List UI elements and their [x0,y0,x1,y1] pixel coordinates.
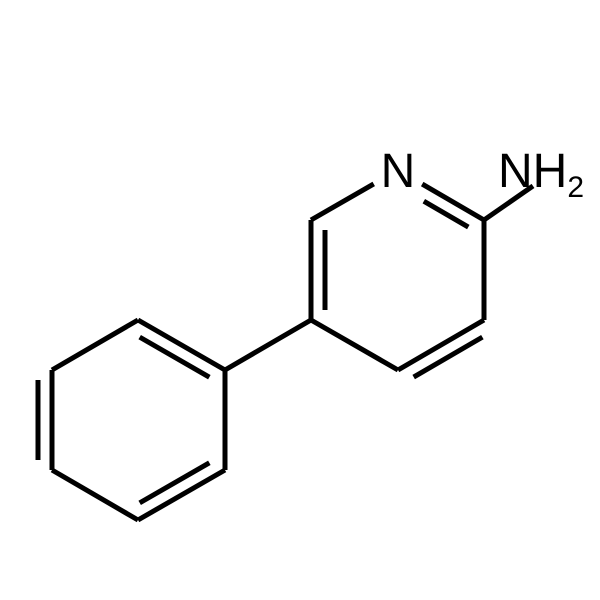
atom-label: N [381,145,416,198]
atom-label-nh2: NH2 [498,145,584,204]
molecule-diagram: N NH2 [0,0,600,600]
